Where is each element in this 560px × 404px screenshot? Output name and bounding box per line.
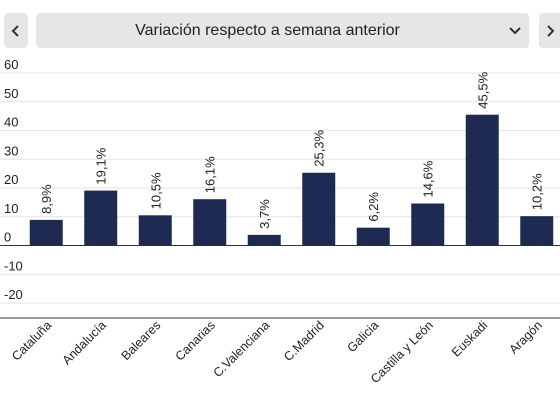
bar <box>193 199 227 246</box>
x-tick-label: Canarias <box>173 318 218 363</box>
x-tick-label: C.Madrid <box>281 318 327 364</box>
x-tick-label: C.Valenciana <box>211 318 273 380</box>
bar <box>411 203 445 246</box>
x-tick-label: Galicia <box>344 318 381 355</box>
x-tick-label: Andalucía <box>60 318 109 367</box>
data-label: 19,1% <box>94 147 109 184</box>
y-tick-label: 60 <box>4 57 18 72</box>
data-label: 16,1% <box>203 156 218 193</box>
x-tick-label: Aragón <box>506 318 544 356</box>
metric-selector[interactable]: Variación respecto a semana anterior <box>36 13 529 48</box>
chevron-down-icon <box>509 13 521 48</box>
x-tick-label: Euskadi <box>449 318 490 359</box>
y-tick-label: -20 <box>4 287 23 302</box>
bar <box>247 234 281 246</box>
y-tick-label: -10 <box>4 258 23 273</box>
data-label: 25,3% <box>312 129 327 166</box>
data-label: 8,9% <box>39 184 54 214</box>
y-tick-label: 10 <box>4 201 18 216</box>
bar <box>465 114 499 246</box>
y-tick-label: 0 <box>4 230 11 245</box>
data-label: 45,5% <box>475 71 490 108</box>
y-tick-label: 30 <box>4 143 18 158</box>
data-label: 10,2% <box>530 173 545 210</box>
data-label: 14,6% <box>421 160 436 197</box>
metric-selector-label: Variación respecto a semana anterior <box>135 21 400 39</box>
bar <box>84 190 118 246</box>
y-tick-label: 50 <box>4 86 18 101</box>
x-tick-label: Cataluña <box>9 318 54 363</box>
data-label: 10,5% <box>148 172 163 209</box>
bar <box>356 227 390 246</box>
previous-button[interactable] <box>4 13 28 48</box>
y-tick-label: 20 <box>4 172 18 187</box>
bar <box>520 216 554 246</box>
next-button[interactable] <box>539 13 560 48</box>
chevron-left-icon <box>11 24 19 37</box>
bar <box>302 172 336 246</box>
data-label: 3,7% <box>257 199 272 229</box>
x-tick-label: Baleares <box>119 318 164 363</box>
bar <box>138 215 172 246</box>
chevron-right-icon <box>546 24 554 37</box>
bar <box>29 219 63 246</box>
data-label: 6,2% <box>366 192 381 222</box>
y-tick-label: 40 <box>4 115 18 130</box>
